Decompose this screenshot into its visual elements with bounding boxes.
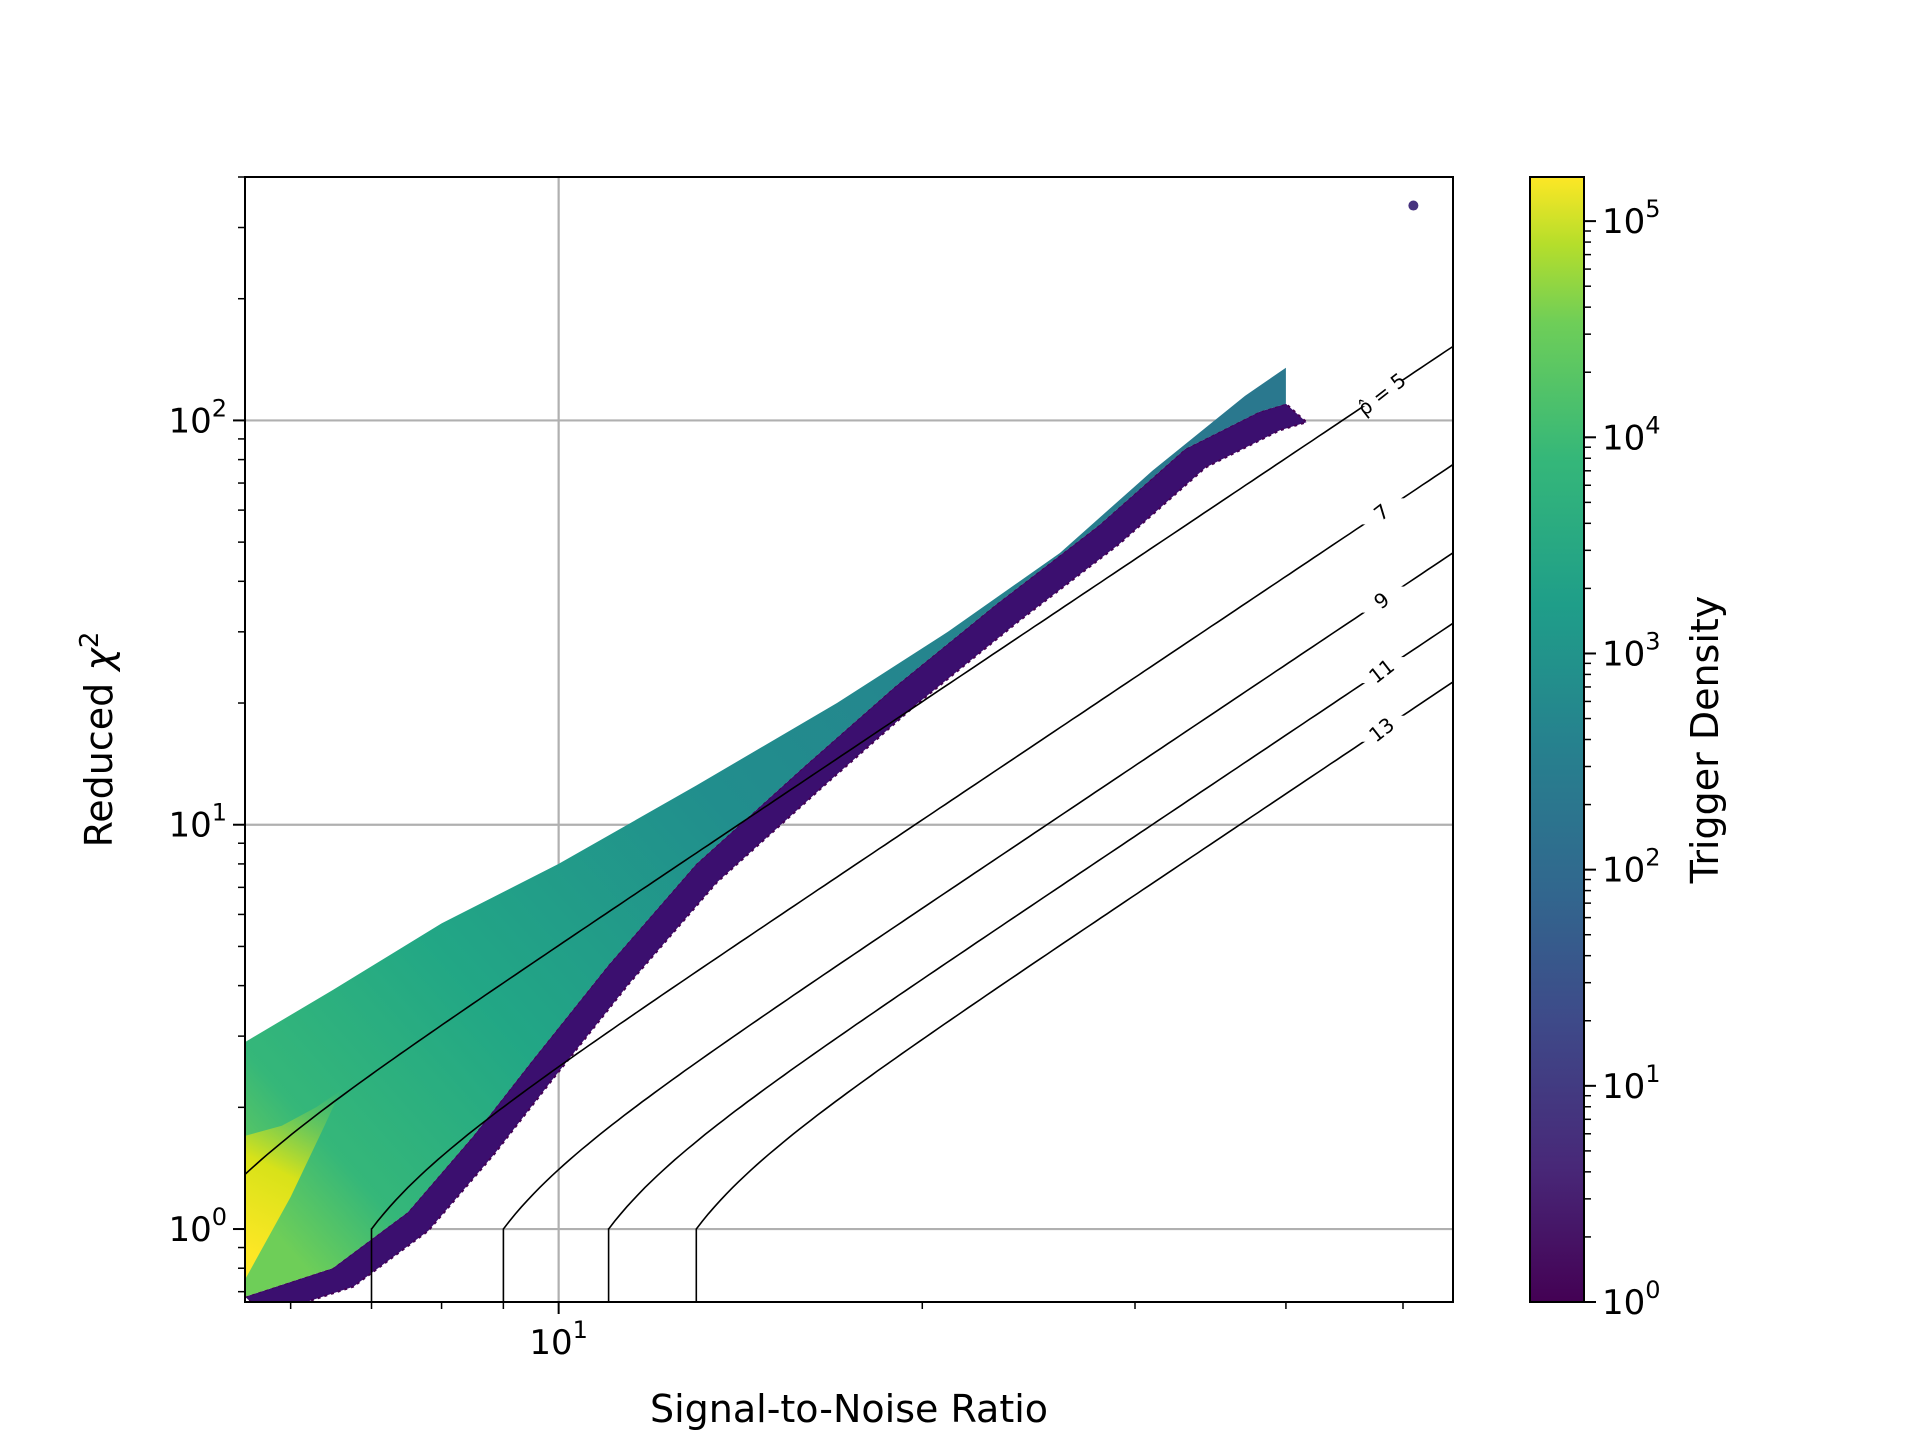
contour-line bbox=[502, 551, 1453, 1302]
y-tick-label-exp: 2 bbox=[212, 394, 227, 422]
contour-label-bg bbox=[1351, 586, 1412, 613]
contour-label-bg bbox=[1351, 715, 1412, 742]
colorbar-tick-label-base: 10 bbox=[1602, 851, 1645, 891]
contour-line bbox=[607, 622, 1453, 1302]
y-axis-label-prefix: Reduced bbox=[77, 671, 121, 848]
x-tick-label: 101 bbox=[529, 1316, 588, 1363]
colorbar-tick-label-exp: 3 bbox=[1645, 627, 1660, 655]
y-axis-label: Reduced χ2 bbox=[75, 632, 121, 848]
density-core bbox=[245, 1090, 341, 1280]
colorbar-tick-label: 103 bbox=[1602, 627, 1661, 674]
colorbar-tick-label-exp: 0 bbox=[1645, 1276, 1660, 1304]
colorbar-tick-label-exp: 5 bbox=[1645, 195, 1660, 223]
colorbar-tick-label-base: 10 bbox=[1602, 202, 1645, 242]
colorbar bbox=[1529, 176, 1585, 1303]
contour-line bbox=[370, 463, 1453, 1302]
y-tick-label-exp: 0 bbox=[212, 1203, 227, 1231]
outlier-cluster bbox=[1408, 200, 1419, 211]
contour-label-bg bbox=[1351, 498, 1412, 525]
colorbar-tick-label-exp: 1 bbox=[1645, 1060, 1660, 1088]
contour-line bbox=[245, 345, 1453, 1176]
contours bbox=[245, 345, 1453, 1302]
y-axis-label-exp: 2 bbox=[75, 632, 105, 649]
y-tick-label-exp: 1 bbox=[212, 799, 227, 827]
colorbar-tick-label-exp: 4 bbox=[1645, 411, 1660, 439]
y-tick-label-base: 10 bbox=[168, 401, 211, 441]
colorbar-label: Trigger Density bbox=[1683, 596, 1727, 885]
y-tick-label-base: 10 bbox=[168, 806, 211, 846]
x-tick-label-base: 10 bbox=[529, 1323, 572, 1363]
colorbar-tick-label-base: 10 bbox=[1602, 634, 1645, 674]
x-tick-label-exp: 1 bbox=[573, 1316, 588, 1344]
y-tick-label: 101 bbox=[168, 799, 227, 846]
colorbar-tick-label-base: 10 bbox=[1602, 1283, 1645, 1323]
contour-label-bg bbox=[1351, 380, 1412, 407]
colorbar-tick-label-base: 10 bbox=[1602, 418, 1645, 458]
contour-line bbox=[695, 680, 1453, 1302]
colorbar-tick-label: 101 bbox=[1602, 1060, 1661, 1107]
colorbar-tick-label: 104 bbox=[1602, 411, 1661, 458]
y-tick-label: 100 bbox=[168, 1203, 227, 1250]
colorbar-tick-label: 100 bbox=[1602, 1276, 1661, 1323]
colorbar-tick-label-exp: 2 bbox=[1645, 844, 1660, 872]
x-axis-label: Signal-to-Noise Ratio bbox=[650, 1387, 1048, 1431]
y-tick-label-base: 10 bbox=[168, 1210, 211, 1250]
colorbar-tick-label-base: 10 bbox=[1602, 1067, 1645, 1107]
y-axis-label-chi: χ bbox=[77, 647, 121, 673]
colorbar-tick-label: 102 bbox=[1602, 844, 1661, 891]
colorbar-tick-label: 105 bbox=[1602, 195, 1661, 242]
x-axis-ticks: 101 bbox=[289, 1302, 1404, 1363]
y-tick-label: 102 bbox=[168, 394, 227, 441]
density-band bbox=[245, 367, 1286, 1297]
contour-label-bg bbox=[1351, 657, 1412, 684]
plot-frame bbox=[244, 176, 1454, 1303]
